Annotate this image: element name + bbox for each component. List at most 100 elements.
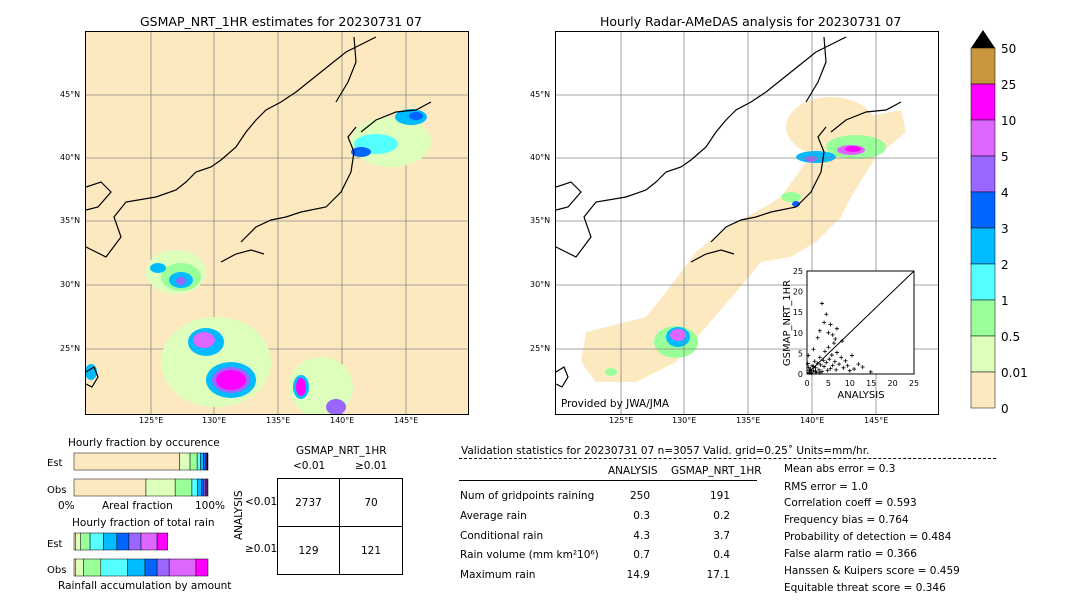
scatter-point <box>822 320 827 325</box>
stat-gsmap-volume: 0.4 <box>713 549 730 561</box>
scatter-point <box>824 360 829 365</box>
scatter-point <box>834 350 839 355</box>
scatter-ytick: 20 <box>793 288 803 297</box>
colorbar-label: 0 <box>1001 402 1009 416</box>
stat-label-conditional: Conditional rain <box>460 530 544 542</box>
scatter-point <box>834 326 839 331</box>
fraction-bar-segment <box>197 478 202 497</box>
scatter-point <box>828 322 833 327</box>
scatter-point <box>852 367 857 372</box>
stat-gsmap-conditional: 3.7 <box>713 530 730 542</box>
scatter-point <box>817 355 822 360</box>
scatter-point <box>822 364 827 369</box>
right-lat-40: 40°N <box>530 153 551 162</box>
colorbar-swatch <box>970 371 996 409</box>
colorbar-swatch <box>970 263 996 301</box>
fraction-bar-segment <box>75 532 81 551</box>
left-lat-30: 30°N <box>60 280 81 289</box>
score-freq-bias: Frequency bias = 0.764 <box>784 514 909 526</box>
scatter-point <box>817 328 822 333</box>
scatter-ylabel: GSMAP_NRT_1HR <box>782 280 793 366</box>
stat-gsmap-average: 0.2 <box>713 510 730 522</box>
scatter-point <box>830 332 835 337</box>
scatter-point <box>806 365 811 370</box>
right-lon-140: 140°E <box>800 416 825 425</box>
right-map-title: Hourly Radar-AMeDAS analysis for 2023073… <box>600 14 902 29</box>
scatter-point <box>825 368 830 373</box>
colorbar-label: 2 <box>1001 258 1009 272</box>
fraction-bar-segment <box>144 558 158 577</box>
score-ets: Equitable threat score = 0.346 <box>784 582 946 594</box>
stat-analysis-raining: 250 <box>629 490 650 502</box>
occurrence-row-obs: Obs <box>47 485 66 496</box>
scatter-point <box>815 361 820 366</box>
total-rain-chart: Est Obs <box>47 532 209 577</box>
cell-hits-none: 2737 <box>295 497 322 509</box>
scatter-point <box>860 364 865 369</box>
left-lat-45: 45°N <box>60 90 81 99</box>
fraction-bar-segment <box>203 452 206 471</box>
right-lat-45: 45°N <box>530 90 551 99</box>
scatter-point <box>849 353 854 358</box>
stat-analysis-conditional: 4.3 <box>633 530 650 542</box>
score-corr: Correlation coeff = 0.593 <box>784 497 917 509</box>
score-mae: Mean abs error = 0.3 <box>784 463 896 475</box>
scatter-point <box>807 368 812 373</box>
right-lon-130: 130°E <box>672 416 697 425</box>
contingency-col-2: ≥0.01 <box>355 460 388 472</box>
scatter-point <box>837 362 842 367</box>
stat-label-raining: Num of gridpoints raining <box>460 490 595 502</box>
fraction-bar-segment <box>140 532 158 551</box>
fraction-bar-segment <box>127 558 146 577</box>
occurrence-axis-left: 0% <box>58 500 75 512</box>
occurrence-title: Hourly fraction by occurence <box>68 437 220 449</box>
fraction-bar-segment <box>80 532 91 551</box>
total-rain-title: Hourly fraction of total rain <box>72 517 215 529</box>
scatter-point <box>841 365 846 370</box>
occurrence-row-est: Est <box>47 458 63 469</box>
scatter-point <box>813 365 818 370</box>
contingency-side-label: ANALYSIS <box>233 490 245 540</box>
left-coastlines <box>86 36 432 388</box>
scatter-ytick: 0 <box>798 370 803 379</box>
scatter-point <box>826 345 831 350</box>
colorbar-label: 5 <box>1001 150 1009 164</box>
scatter-point <box>816 367 821 372</box>
scatter-point <box>819 301 824 306</box>
stat-gsmap-raining: 191 <box>709 490 730 502</box>
left-lon-145: 145°E <box>394 416 419 425</box>
total-rain-row-est: Est <box>47 539 63 550</box>
cell-hits: 121 <box>360 545 382 557</box>
scatter-point <box>839 355 844 360</box>
scatter-point <box>829 353 834 358</box>
colorbar-label: 50 <box>1001 42 1016 56</box>
total-rain-row-obs: Obs <box>47 565 66 576</box>
fraction-bar-segment <box>168 558 197 577</box>
colorbar-swatch <box>970 191 996 229</box>
scatter-inset: 00 5 5 10 10 15 15 20 20 25 25 ANALYSIS GSMAP_NRT_… <box>782 267 919 401</box>
scatter-point <box>809 371 814 376</box>
colorbar: 50 25 10 5 4 3 2 1 0.5 0.01 0 <box>970 30 1028 416</box>
occurrence-chart: Est Obs <box>47 452 209 497</box>
scatter-point <box>817 370 822 375</box>
fraction-bar-segment <box>145 478 176 497</box>
fraction-bar-segment <box>179 452 191 471</box>
left-map-panel <box>85 31 469 415</box>
stat-label-volume: Rain volume (mm km²10⁶) <box>460 549 599 561</box>
fraction-bar-segment <box>156 558 170 577</box>
contingency-col-1: <0.01 <box>293 460 326 472</box>
scatter-point <box>812 359 817 364</box>
right-lat-25: 25°N <box>530 344 551 353</box>
contingency-row-2: ≥0.01 <box>245 543 278 555</box>
fraction-bar-segment <box>196 452 201 471</box>
validation-col-rule <box>459 480 757 481</box>
colorbar-label: 0.01 <box>1001 366 1028 380</box>
score-pod: Probability of detection = 0.484 <box>784 531 952 543</box>
validation-divider <box>459 458 996 459</box>
scatter-ytick: 25 <box>793 267 803 276</box>
left-map-title: GSMAP_NRT_1HR estimates for 20230731 07 <box>140 14 422 29</box>
colorbar-label: 4 <box>1001 186 1009 200</box>
contingency-title: GSMAP_NRT_1HR <box>296 445 387 457</box>
total-rain-axis-label: Rainfall accumulation by amount <box>58 580 232 592</box>
scatter-point <box>811 347 816 352</box>
